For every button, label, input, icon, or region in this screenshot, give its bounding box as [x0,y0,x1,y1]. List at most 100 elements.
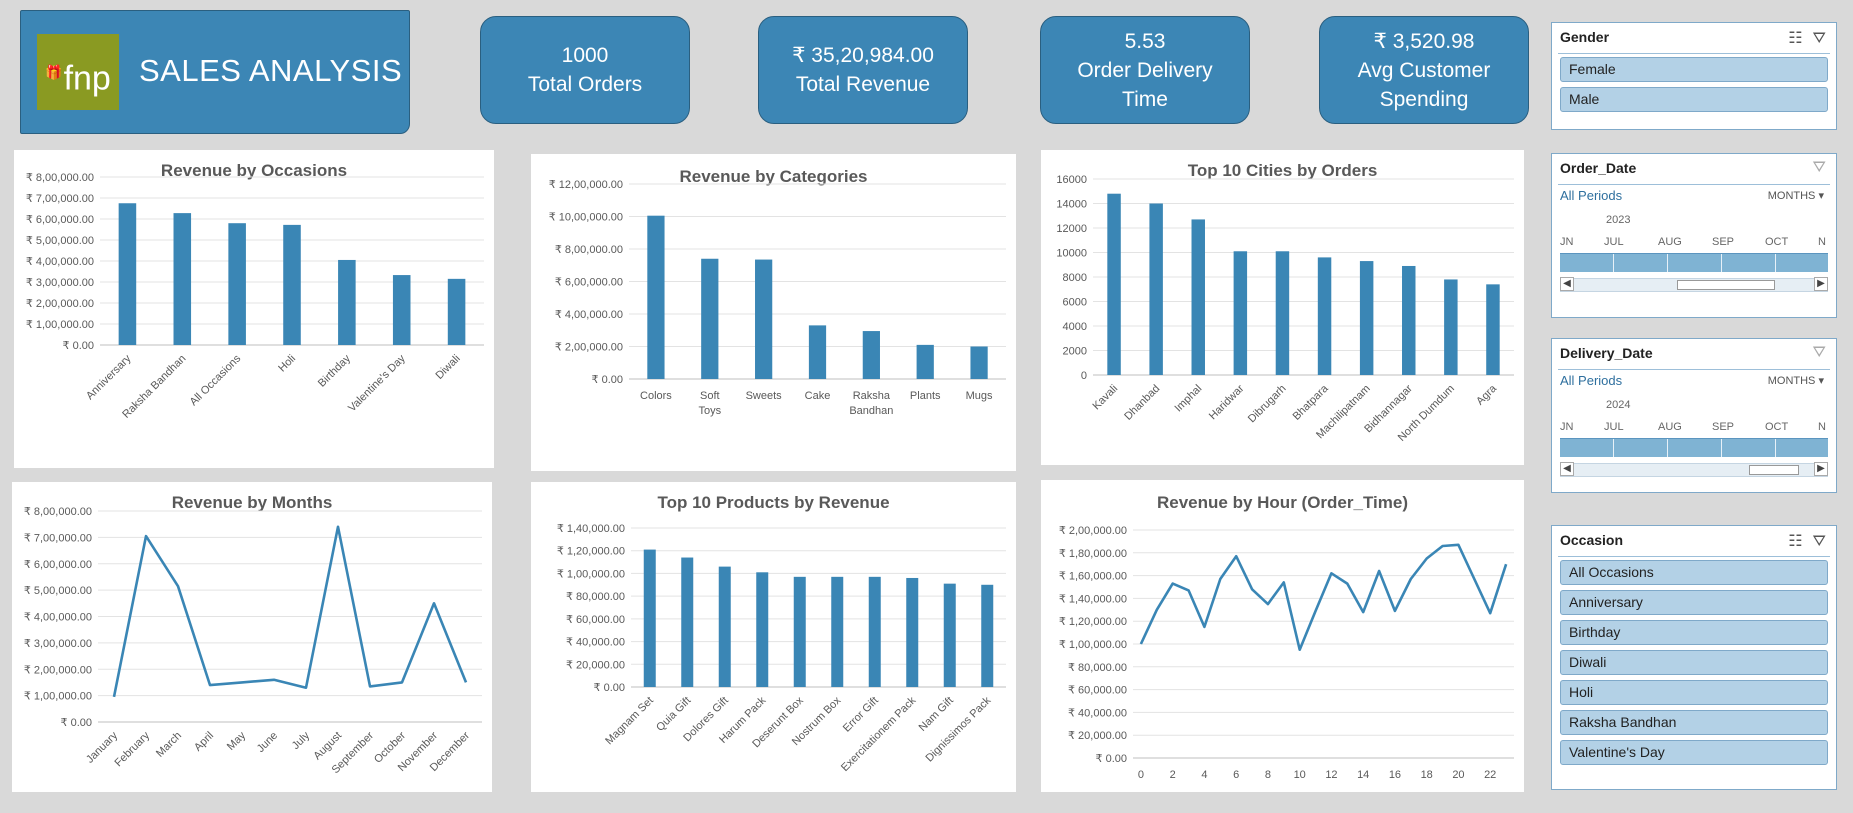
x-tick-label: Sweets [746,390,783,402]
kpi-avg-customer-spending: ₹ 3,520.98 Avg Customer Spending [1319,16,1529,124]
x-tick-label: 6 [1233,769,1239,781]
y-tick-label: ₹ 0.00 [61,717,92,729]
kpi-value: 5.53 [1124,29,1166,53]
y-tick-label: 12000 [1056,223,1087,235]
y-tick-label: ₹ 20,000.00 [566,659,625,671]
bar [338,259,356,345]
clear-filter-icon[interactable]: ⛛ [1812,30,1826,47]
bar [831,576,844,687]
y-tick-label: ₹ 8,00,000.00 [24,506,92,518]
y-tick-label: ₹ 1,00,000.00 [24,691,92,703]
bar [173,213,192,345]
timeline-months: JN JUL AUG SEP OCT N [1560,236,1826,248]
chart-canvas: Revenue by Hour (Order_Time) ₹ 0.00 ₹ 20,0… [1059,493,1514,781]
timeline-months: JN JUL AUG SEP OCT N [1560,421,1826,433]
slicer-item-male[interactable]: Male [1560,87,1828,112]
slicer-item-anniversary[interactable]: Anniversary [1560,590,1828,615]
y-tick-label: ₹ 0.00 [1096,753,1127,765]
x-tick-label: 20 [1452,769,1464,781]
kpi-label: Total Revenue [795,73,931,96]
y-tick-label: ₹ 40,000.00 [1068,707,1127,719]
y-tick-label: ₹ 8,00,000.00 [26,172,94,184]
bar [755,259,773,379]
scroll-thumb[interactable] [1749,465,1799,475]
y-tick-label: ₹ 6,00,000.00 [26,214,94,226]
bar [1233,251,1248,375]
y-tick-label: ₹ 0.00 [592,374,623,386]
y-tick-label: ₹ 5,00,000.00 [26,235,94,247]
y-tick-label: 0 [1081,370,1087,382]
x-tick-label: Mugs [966,390,993,402]
chart-revenue-by-occasions: Revenue by Occasions ₹ 0.00 ₹ 1,00,000.00 ₹… [14,150,494,468]
scroll-right-icon[interactable]: ▶ [1814,277,1828,291]
y-tick-label: ₹ 0.00 [63,340,94,352]
x-tick-label: Soft [700,390,720,402]
x-tick-label: Bhatpara [1291,382,1332,423]
slicer-title: Occasion [1560,532,1624,548]
x-tick-label: Agra [1474,382,1500,408]
y-tick-label: 6000 [1063,297,1087,309]
x-tick-label: Cake [805,390,831,402]
y-tick-label: ₹ 20,000.00 [1068,730,1127,742]
y-tick-label: ₹ 10,00,000.00 [549,212,623,224]
bar [228,223,246,345]
slicer-item-raksha-bandhan[interactable]: Raksha Bandhan [1560,710,1828,735]
x-tick-label: 2 [1170,769,1176,781]
slicer-item-female[interactable]: Female [1560,57,1828,82]
bar [701,258,719,379]
slicer-gender: Gender ☷ ⛛ Female Male [1551,22,1837,130]
y-tick-label: ₹ 80,000.00 [566,591,625,603]
timeline-period-band[interactable] [1560,253,1828,272]
clear-filter-icon[interactable]: ⛛ [1812,159,1826,176]
x-tick-label: 18 [1421,769,1433,781]
scroll-thumb[interactable] [1677,280,1775,290]
slicer-item-all-occasions[interactable]: All Occasions [1560,560,1828,585]
chart-revenue-by-months: Revenue by Months ₹ 0.00 ₹ 1,00,000.00 ₹ 2,… [12,482,492,792]
clear-filter-icon[interactable]: ⛛ [1812,533,1826,550]
y-tick-label: ₹ 3,00,000.00 [24,638,92,650]
bar [392,275,411,345]
x-tick-label: Dhanbad [1122,383,1162,423]
clear-filter-icon[interactable]: ⛛ [1812,344,1826,361]
multi-select-icon[interactable]: ☷ [1788,30,1803,47]
timeline-scrollbar[interactable]: ◀ ▶ [1560,462,1828,477]
timeline-period-band[interactable] [1560,438,1828,457]
page-title: SALES ANALYSIS [139,53,403,88]
scroll-left-icon[interactable]: ◀ [1560,462,1574,476]
multi-select-icon[interactable]: ☷ [1788,533,1803,550]
timeline-scrollbar[interactable]: ◀ ▶ [1560,277,1828,292]
slicer-item-holi[interactable]: Holi [1560,680,1828,705]
chart-title: Revenue by Hour (Order_Time) [1157,493,1408,512]
slicer-title: Gender [1560,29,1610,45]
bar [868,576,881,687]
slicer-item-birthday[interactable]: Birthday [1560,620,1828,645]
series-line [1139,543,1508,651]
timeline-year: 2024 [1606,399,1631,411]
kpi-label: Total Orders [527,73,643,96]
x-tick-label: Diwali [433,353,462,382]
slicer-item-valentines-day[interactable]: Valentine's Day [1560,740,1828,765]
bar [943,583,956,687]
y-tick-label: ₹ 1,40,000.00 [557,523,625,535]
chart-top-products-by-revenue: Top 10 Products by Revenue ₹ 0.00 ₹ 20,000… [531,482,1016,792]
y-tick-label: ₹ 1,00,000.00 [557,568,625,580]
x-tick-label: Kavali [1090,383,1120,413]
bar [718,566,731,687]
bar [681,557,694,687]
y-tick-label: ₹ 6,00,000.00 [555,277,623,289]
bar [643,549,656,687]
chart-title: Revenue by Categories [679,167,867,186]
kpi-value: ₹ 3,520.98 [1373,29,1475,53]
slicer-item-diwali[interactable]: Diwali [1560,650,1828,675]
kpi-label: Order Delivery Time [1077,58,1213,111]
x-tick-label: 4 [1201,769,1207,781]
time-level-dropdown[interactable]: MONTHS ▾ [1767,190,1824,202]
bar [1317,257,1332,375]
bar [756,572,769,687]
scroll-left-icon[interactable]: ◀ [1560,277,1574,291]
bar [647,215,665,379]
y-tick-label: ₹ 7,00,000.00 [26,193,94,205]
time-level-dropdown[interactable]: MONTHS ▾ [1767,375,1824,387]
y-tick-label: ₹ 3,00,000.00 [26,277,94,289]
scroll-right-icon[interactable]: ▶ [1814,462,1828,476]
